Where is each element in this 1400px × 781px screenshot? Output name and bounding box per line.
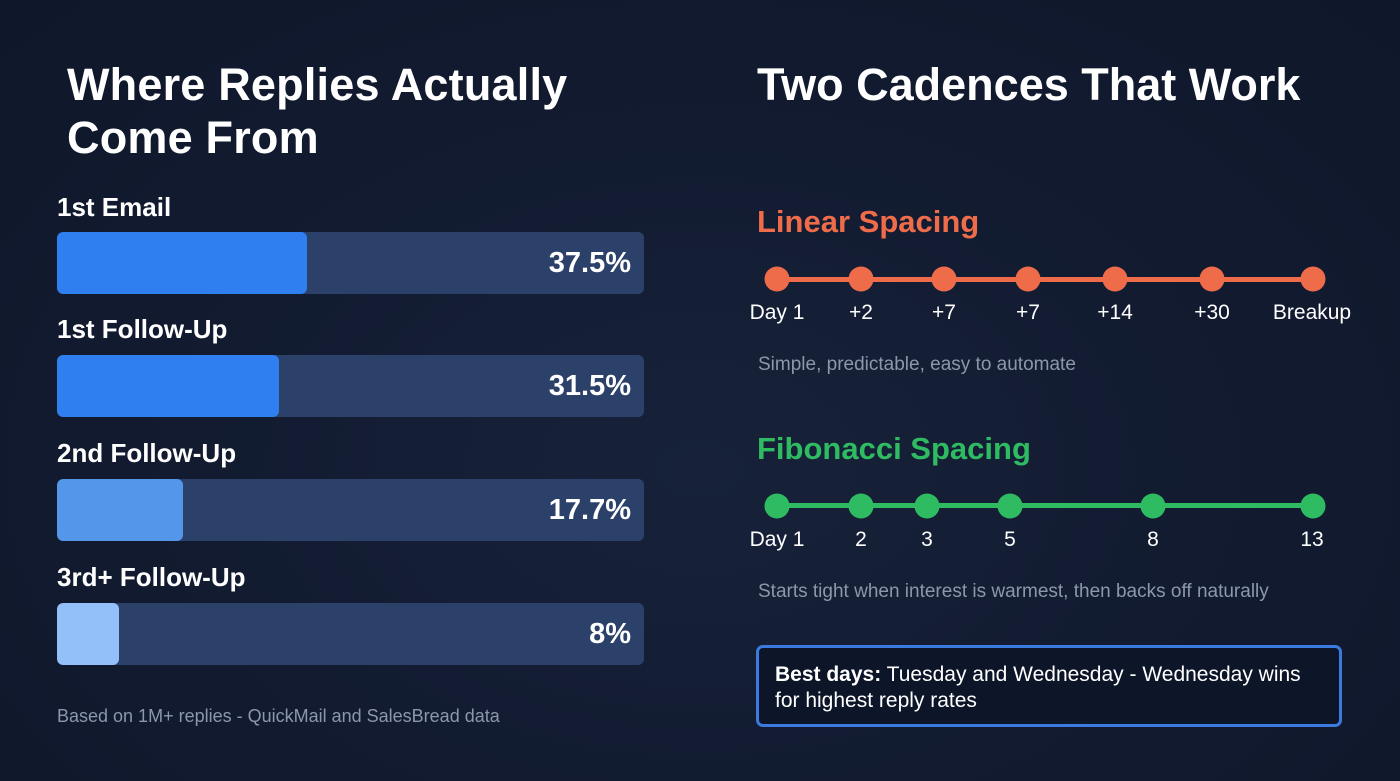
data-source-footnote: Based on 1M+ replies - QuickMail and Sal… xyxy=(57,706,500,726)
timeline-line xyxy=(777,503,1313,508)
bar-value: 17.7% xyxy=(548,494,631,526)
timeline-label: Day 1 xyxy=(749,528,805,551)
timeline-dot xyxy=(1300,493,1326,519)
timeline-label: +14 xyxy=(1097,301,1133,324)
bar-track: 37.5% xyxy=(57,232,644,294)
bar-fill xyxy=(57,232,307,294)
timeline-label: Day 1 xyxy=(749,301,805,324)
timeline-label: 8 xyxy=(1147,528,1159,551)
timeline-dot xyxy=(848,266,874,292)
timeline-label: +7 xyxy=(1016,301,1040,324)
linear-spacing-title: Linear Spacing xyxy=(757,204,980,239)
timeline-label: +2 xyxy=(849,301,873,324)
timeline-dot xyxy=(764,266,790,292)
bar-track: 17.7% xyxy=(57,479,644,541)
timeline-label: 2 xyxy=(855,528,867,551)
timeline-label: +30 xyxy=(1194,301,1230,324)
bar-fill xyxy=(57,355,279,417)
callout-bold-label: Best days: xyxy=(775,663,882,686)
timeline-dot xyxy=(931,266,957,292)
timeline-dot xyxy=(1199,266,1225,292)
bar-value: 31.5% xyxy=(548,370,631,402)
left-panel-title: Where Replies Actually Come From xyxy=(67,59,568,163)
linear-spacing-description: Simple, predictable, easy to automate xyxy=(758,354,1076,375)
fibonacci-spacing-title: Fibonacci Spacing xyxy=(757,431,1031,466)
timeline-label: 13 xyxy=(1300,528,1324,551)
timeline-dot xyxy=(1102,266,1128,292)
timeline-dot xyxy=(997,493,1023,519)
timeline-dot xyxy=(1140,493,1166,519)
bar-label: 1st Email xyxy=(57,192,172,222)
timeline-label: Breakup xyxy=(1272,301,1352,324)
timeline-dot xyxy=(1015,266,1041,292)
bar-track: 8% xyxy=(57,603,644,665)
timeline-label: 3 xyxy=(921,528,933,551)
bar-label: 2nd Follow-Up xyxy=(57,438,237,468)
bar-label: 3rd+ Follow-Up xyxy=(57,562,246,592)
timeline-dot xyxy=(848,493,874,519)
timeline-dot xyxy=(914,493,940,519)
timeline-label: +7 xyxy=(932,301,956,324)
bar-label: 1st Follow-Up xyxy=(57,314,228,344)
timeline-label: 5 xyxy=(1004,528,1016,551)
fibonacci-spacing-description: Starts tight when interest is warmest, t… xyxy=(758,581,1269,602)
timeline-dot xyxy=(764,493,790,519)
bar-value: 8% xyxy=(589,618,631,650)
bar-value: 37.5% xyxy=(548,247,631,279)
bar-fill xyxy=(57,479,183,541)
right-panel-title: Two Cadences That Work xyxy=(757,59,1301,110)
timeline-line xyxy=(777,277,1313,282)
best-days-callout: Best days: Tuesday and Wednesday - Wedne… xyxy=(756,645,1342,727)
timeline-dot xyxy=(1300,266,1326,292)
bar-track: 31.5% xyxy=(57,355,644,417)
bar-fill xyxy=(57,603,119,665)
callout-text: Tuesday and Wednesday - Wednesday wins f… xyxy=(775,663,1301,712)
